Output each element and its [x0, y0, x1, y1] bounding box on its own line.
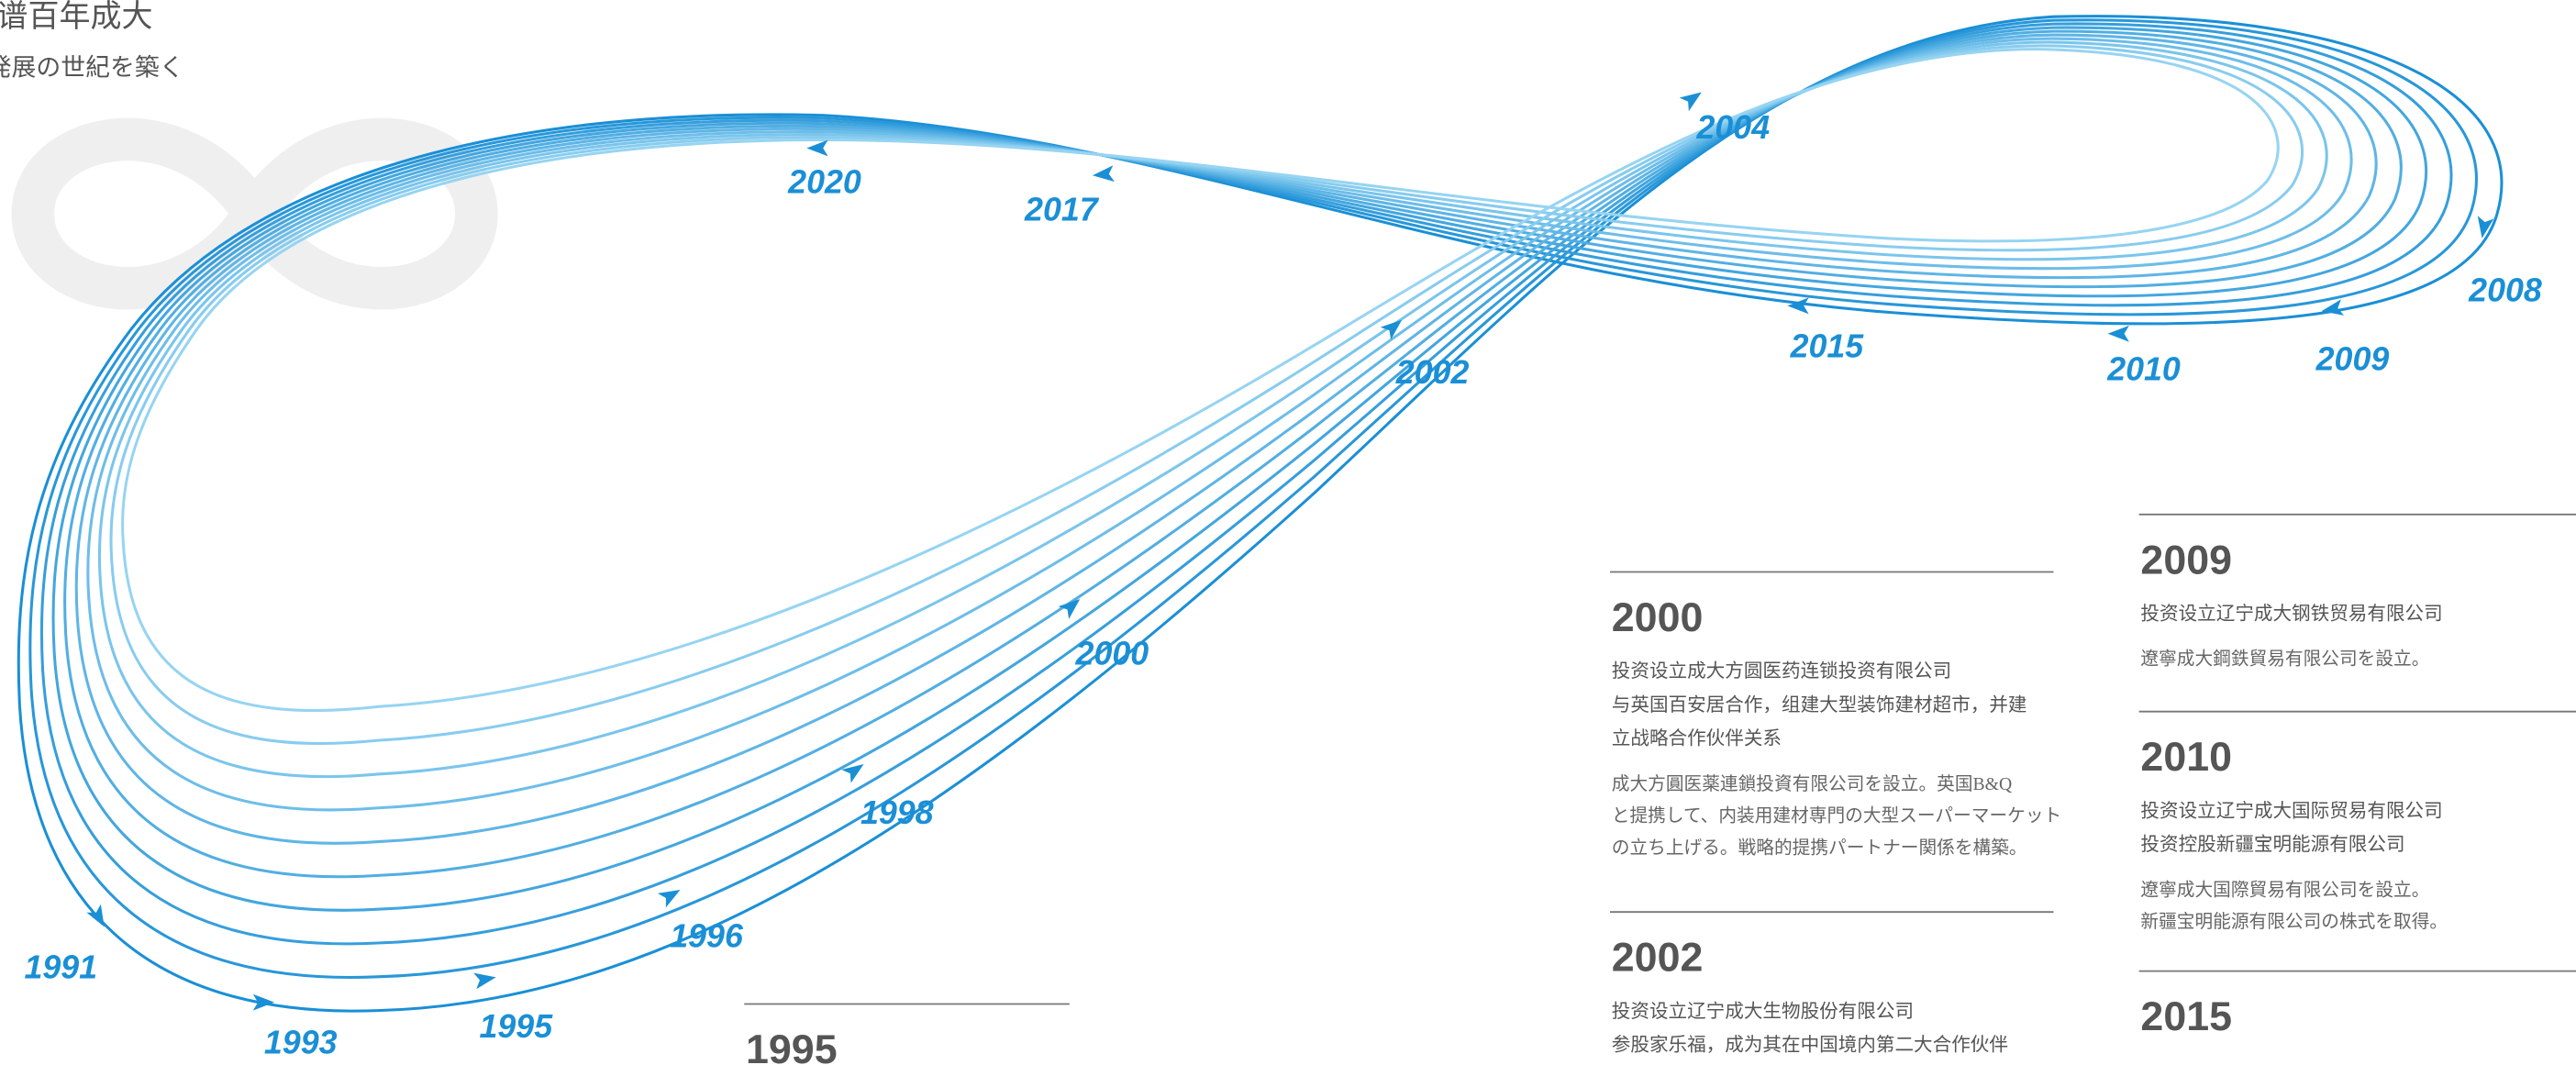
curve-line: [63, 29, 2403, 879]
year-label: 2000: [1075, 635, 1149, 671]
curve-line: [51, 26, 2428, 912]
year-label: 2002: [1395, 354, 1470, 391]
year-label: 2020: [787, 163, 861, 200]
card-year: 2002: [1612, 935, 1704, 981]
year-label: 2017: [1024, 192, 1100, 228]
card: 2002 投资设立辽宁成大生物股份有限公司参股家乐福，成为其在中国境内第二大合作伙…: [1610, 911, 2054, 1056]
arrow: [841, 763, 864, 783]
arrow: [473, 972, 496, 990]
card-text-cn: 投资设立辽宁成大国际贸易有限公司: [2140, 800, 2442, 821]
card-text-cn: 投资设立辽宁成大钢铁贸易有限公司: [2140, 603, 2442, 624]
curve-line: [74, 33, 2378, 845]
card: 2000 投资设立成大方圆医药连锁投资有限公司与英国百安居合作，组建大型装饰建材超…: [1610, 571, 2061, 859]
curve-line: [28, 18, 2478, 980]
card-text-jp: と提携して、内装用建材専門の大型スーパーマーケット: [1612, 806, 2061, 826]
year-label: 1996: [670, 917, 744, 954]
year-label: 1993: [264, 1025, 338, 1061]
logo-watermark: [11, 117, 498, 310]
curve-line: [121, 48, 2280, 713]
card-year: 2000: [1612, 594, 1704, 640]
card-text-cn: 投资设立成大方圆医药连锁投资有限公司: [1612, 660, 1951, 682]
card-year: 2009: [2140, 537, 2232, 582]
year-label: 1998: [861, 794, 934, 831]
curve-line: [97, 40, 2328, 779]
arrow: [1679, 92, 1702, 112]
card-text-jp: 遼寧成大鋼鉄貿易有限公司を設立。: [2140, 649, 2429, 670]
curve-line: [39, 22, 2453, 946]
card-text-cn: 投资控股新疆宝明能源有限公司: [2140, 834, 2404, 855]
card-text-jp: の立ち上げる。戦略的提携パートナー関係を構築。: [1612, 838, 2027, 859]
card-year: 2010: [2140, 734, 2232, 780]
year-label: 2010: [2106, 350, 2181, 387]
arrow: [806, 139, 828, 157]
card: 1995: [744, 1003, 1070, 1065]
arrow: [1058, 599, 1081, 619]
card: 2015: [2138, 970, 2576, 1039]
card-text-jp: 成大方圓医薬連鎖投資有限公司を設立。英国B&Q: [1612, 774, 2012, 794]
arrows: [86, 92, 2494, 1011]
arrow: [657, 890, 681, 908]
year-label: 2009: [2315, 341, 2390, 378]
card-text-cn: 与英国百安居合作，组建大型装饰建材超市，并建: [1612, 694, 2027, 716]
arrow: [2107, 325, 2129, 342]
year-label: 1991: [24, 949, 97, 985]
arrow: [2321, 299, 2345, 316]
arrow: [1787, 297, 1809, 315]
header-title: 谱百年成大: [0, 0, 153, 34]
arrow: [2477, 216, 2494, 239]
card-text-cn: 参股家乐福，成为其在中国境内第二大合作伙伴: [1612, 1035, 2008, 1056]
card-year: 2015: [2140, 993, 2232, 1039]
arrow: [1380, 319, 1403, 340]
card-text-cn: 立战略合作伙伴关系: [1612, 728, 1782, 749]
curve-line: [86, 37, 2353, 812]
arrow: [252, 993, 275, 1011]
infinity-curves: [17, 15, 2504, 1013]
header-subtitle: 発展の世紀を築く: [0, 54, 184, 82]
year-label: 2008: [2468, 272, 2542, 308]
card: 2010 投资设立辽宁成大国际贸易有限公司投资控股新疆宝明能源有限公司遼寧成大国際…: [2138, 710, 2576, 932]
arrow: [86, 904, 105, 927]
card-text-jp: 遼寧成大国際貿易有限公司を設立。: [2140, 880, 2429, 900]
year-label: 2015: [1790, 327, 1865, 364]
card-text-jp: 新疆宝明能源有限公司の株式を取得。: [2140, 912, 2448, 932]
year-label: 2004: [1695, 109, 1770, 146]
curve-line: [17, 15, 2504, 1013]
arrow: [1092, 165, 1115, 183]
year-label: 1995: [479, 1008, 553, 1045]
card-year: 1995: [746, 1026, 838, 1065]
card-text-cn: 投资设立辽宁成大生物股份有限公司: [1612, 1001, 1914, 1022]
curve-line: [109, 44, 2304, 746]
